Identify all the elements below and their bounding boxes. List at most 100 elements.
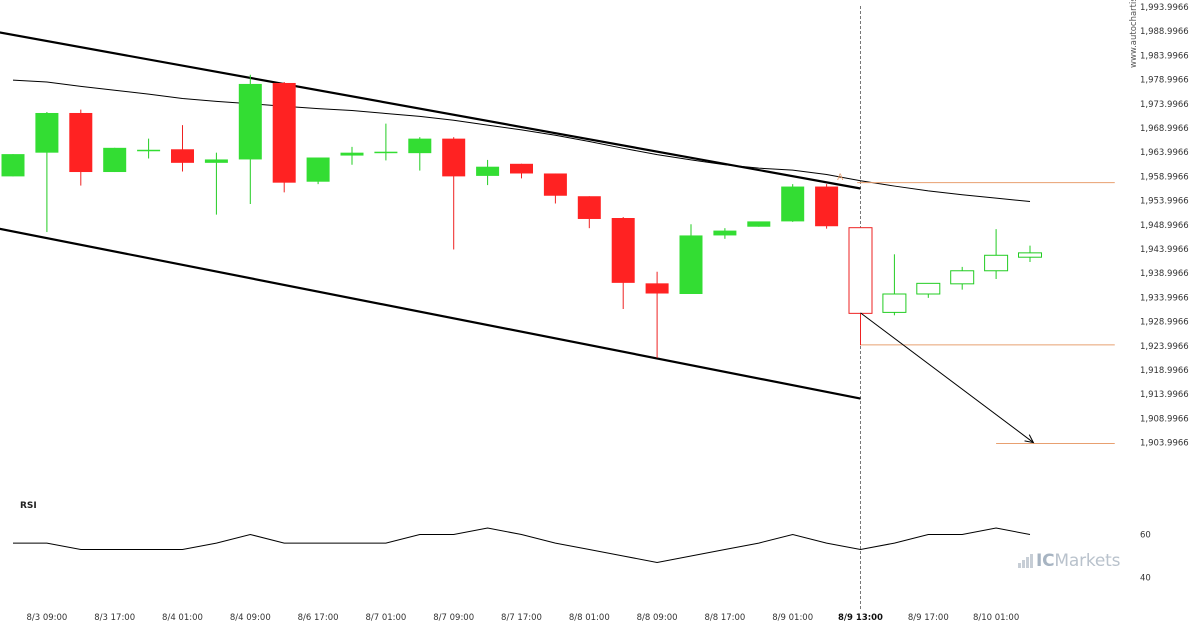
- candle-body: [476, 166, 500, 176]
- channel-upper-line: [0, 31, 861, 190]
- y-tick-label: 1,928.9966: [1140, 318, 1189, 328]
- candle-body: [510, 163, 533, 174]
- x-tick-label: 8/9 01:00: [772, 613, 813, 623]
- y-tick-label: 1,903.9966: [1140, 439, 1189, 449]
- brand-prefix: IC: [1036, 551, 1055, 571]
- candle: [171, 125, 194, 172]
- candle-body: [950, 270, 975, 285]
- moving-average-line: [12, 79, 1031, 203]
- brand-bars-icon: [1018, 554, 1034, 568]
- y-tick-label: 1,923.9966: [1140, 342, 1189, 352]
- candle: [984, 229, 1009, 279]
- candle: [679, 224, 703, 294]
- candle-body: [984, 254, 1009, 272]
- candles-layer: [1, 74, 1042, 358]
- rsi-line: [13, 527, 1031, 563]
- candle: [35, 112, 59, 233]
- y-tick-label: 1,958.9966: [1140, 172, 1189, 182]
- candle-body: [611, 218, 635, 283]
- x-tick-label: 8/10 01:00: [973, 613, 1019, 623]
- trend-lines-layer: [0, 31, 861, 400]
- y-tick-label: 1,973.9966: [1140, 100, 1189, 110]
- candle: [781, 184, 805, 222]
- x-tick-label: 8/8 09:00: [637, 613, 678, 623]
- y-tick-label: 1,943.9966: [1140, 245, 1189, 255]
- x-tick-label: 8/3 09:00: [26, 613, 67, 623]
- candle-body: [577, 196, 601, 219]
- candle-body: [543, 173, 567, 196]
- candle: [882, 254, 907, 316]
- y-tick-label: 1,968.9966: [1140, 124, 1189, 134]
- candle-body: [171, 149, 194, 163]
- x-tick-label: 8/9 13:00: [838, 613, 883, 623]
- y-tick-label: 1,913.9966: [1140, 390, 1189, 400]
- candle-body: [272, 82, 296, 183]
- candle-body: [815, 186, 839, 227]
- x-tick-label: 8/3 17:00: [94, 613, 135, 623]
- pattern-marker-label: A: [837, 173, 844, 183]
- candle: [611, 217, 635, 309]
- brand-name: Markets: [1054, 551, 1121, 571]
- candle: [137, 138, 161, 159]
- watermark: www.autochartist.com: [1129, 0, 1139, 68]
- candle-body: [679, 235, 703, 294]
- y-tick-label: 1,953.9966: [1140, 197, 1189, 207]
- candle-body: [882, 293, 907, 313]
- candle-body: [916, 282, 941, 295]
- candle: [103, 147, 127, 173]
- y-tick-label: 1,978.9966: [1140, 76, 1189, 86]
- candle: [577, 196, 601, 229]
- candle-body: [374, 151, 398, 154]
- candle-body: [238, 83, 262, 160]
- x-tick-label: 8/7 17:00: [501, 613, 542, 623]
- rsi-tick-label: 60: [1140, 531, 1151, 541]
- candle: [272, 82, 296, 193]
- candle: [543, 173, 567, 204]
- x-axis: 8/3 09:00 8/3 17:00 8/4 01:00 8/4 09:00 8/6 …: [26, 613, 1019, 623]
- y-tick-label: 1,988.9966: [1140, 27, 1189, 37]
- x-tick-label: 8/9 17:00: [908, 613, 949, 623]
- candle: [374, 123, 398, 161]
- candle-body: [442, 138, 466, 177]
- candle-body: [69, 112, 93, 173]
- y-tick-label: 1,933.9966: [1140, 293, 1189, 303]
- candle-body: [747, 221, 771, 227]
- rsi-panel: RSI 60 40: [13, 501, 1151, 584]
- y-tick-label: 1,918.9966: [1140, 366, 1189, 376]
- candle: [69, 109, 93, 186]
- y-tick-label: 1,938.9966: [1140, 269, 1189, 279]
- candle-body: [408, 138, 432, 154]
- candle: [713, 228, 737, 239]
- rsi-tick-label: 40: [1140, 574, 1151, 584]
- forecast-arrow-head: [1024, 434, 1035, 444]
- candle-body: [1018, 252, 1042, 258]
- candle: [476, 159, 500, 186]
- x-tick-label: 8/7 01:00: [365, 613, 406, 623]
- x-tick-label: 8/4 01:00: [162, 613, 203, 623]
- candle-body: [137, 149, 161, 152]
- candle: [916, 282, 941, 298]
- candle: [340, 146, 364, 165]
- candle: [510, 163, 533, 179]
- rsi-title: RSI: [20, 501, 37, 511]
- moving-average-layer: [12, 79, 1031, 203]
- x-tick-label: 8/6 17:00: [298, 613, 339, 623]
- y-tick-label: 1,908.9966: [1140, 414, 1189, 424]
- x-tick-label: 8/7 09:00: [433, 613, 474, 623]
- x-tick-label: 8/8 01:00: [569, 613, 610, 623]
- candle-body: [848, 227, 873, 314]
- candle: [204, 152, 228, 215]
- candle-body: [713, 230, 737, 236]
- candle-body: [645, 283, 669, 294]
- candle: [645, 271, 669, 358]
- y-tick-label: 1,963.9966: [1140, 148, 1189, 158]
- candle: [1, 154, 25, 177]
- brand-logo: ICMarkets: [1018, 551, 1121, 571]
- candle: [950, 266, 975, 290]
- candle: [306, 157, 330, 185]
- x-tick-label: 8/4 09:00: [230, 613, 271, 623]
- y-axis: 1,993.9966 1,988.9966 1,983.9966 1,978.9966…: [1140, 3, 1189, 449]
- candle: [408, 137, 432, 171]
- candle: [848, 227, 873, 346]
